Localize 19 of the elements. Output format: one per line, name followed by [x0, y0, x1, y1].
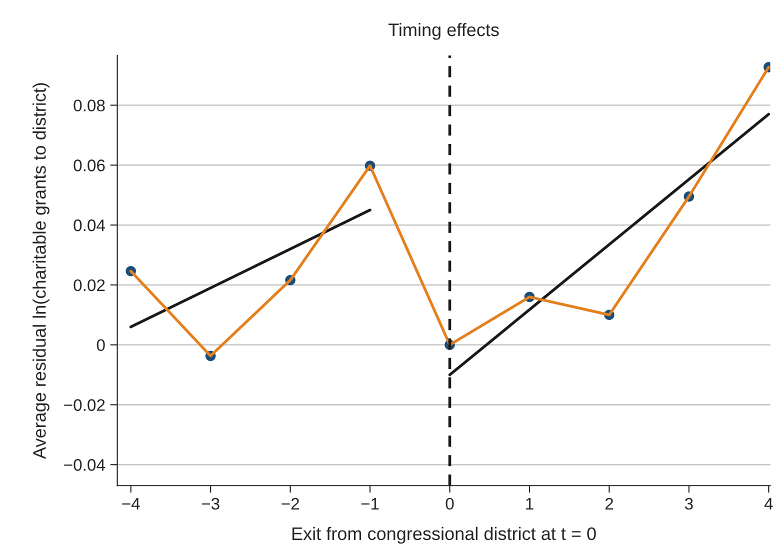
x-tick-label: 4: [764, 498, 773, 510]
y-tick-label: −0.02: [64, 399, 105, 411]
x-axis-title: Exit from congressional district at t = 0: [292, 526, 596, 544]
x-tick-label: 0: [446, 498, 454, 510]
x-tick-label: 2: [605, 498, 614, 510]
x-tick-label: 1: [526, 498, 534, 510]
y-tick-label: 0.06: [74, 160, 105, 172]
x-tick-label: −1: [361, 498, 379, 510]
y-tick-label: 0.02: [74, 279, 105, 292]
y-tick-label: 0: [96, 339, 105, 352]
y-tick-label: −0.04: [64, 459, 106, 471]
y-axis-title: Average residual ln(charitable grants to district): [32, 83, 50, 460]
x-tick-label: 3: [684, 498, 693, 510]
x-tick-label: −4: [122, 498, 140, 510]
y-tick-label: 0.08: [74, 100, 105, 112]
y-tick-label: 0.04: [74, 219, 106, 232]
x-tick-label: −2: [282, 498, 299, 510]
x-tick-label: −3: [202, 498, 220, 510]
chart-title: Timing effects: [388, 22, 499, 40]
